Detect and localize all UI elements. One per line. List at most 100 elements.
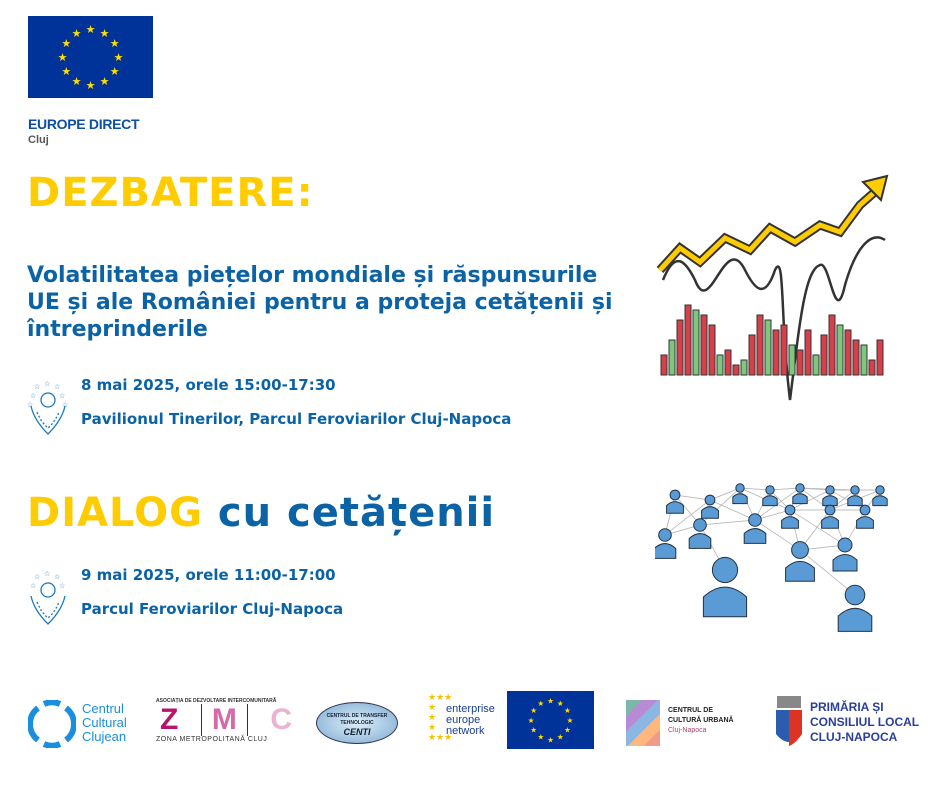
zmc-bottom: ZONA METROPOLITANĂ CLUJ [156,736,268,743]
person-icon [762,485,778,507]
chart-bar [692,309,700,376]
chart-bar [852,339,860,376]
eu-star-icon: ★ [72,75,82,88]
een-line: europe [446,714,481,726]
person-icon [732,483,748,505]
chart-bar [868,359,876,376]
eu-star-icon: ★ [564,726,571,735]
zmc-letter: Z [160,703,179,736]
zmc-top: ASOCIAȚIA DE DEZVOLTARE INTERCOMUNITARĂ [156,698,277,704]
person-icon [743,513,767,544]
chart-bar [660,354,668,376]
person-icon [847,485,863,507]
primaria-line: CLUJ-NAPOCA [810,730,898,744]
eu-star-icon: ★ [114,51,124,64]
eu-star-icon: ★ [567,716,574,725]
eu-star-icon: ★ [86,23,96,36]
chart-bar [820,334,828,376]
person-icon [821,504,839,529]
chart-bar [716,354,724,376]
ccu-line: Cluj-Napoca [668,727,707,734]
chart-bar [668,339,676,376]
event2-location: Parcul Feroviarilor Cluj-Napoca [81,600,344,618]
chart-bar [844,329,852,376]
chart-bar [804,329,812,376]
person-icon [872,485,888,507]
event2-date: 9 mai 2025, orele 11:00-17:00 [81,566,336,584]
event1-location: Pavilionul Tinerilor, Parcul Feroviarilo… [81,410,512,428]
svg-text:☆: ☆ [54,383,60,391]
person-icon [832,537,858,572]
primaria-line: PRIMĂRIA ȘI [810,700,884,714]
event2-heading: DIALOG cu cetățenii [27,490,495,536]
person-icon [701,494,719,519]
svg-text:☆: ☆ [30,582,36,590]
centi-line: TEHNOLOGIC [340,720,374,726]
chart-bar [740,359,748,376]
svg-text:☆: ☆ [59,392,65,400]
chart-bar [788,344,796,376]
ccc-line: Centrul [82,701,124,716]
chart-bar [732,364,740,376]
chart-bar [812,354,820,376]
eu-star-icon: ★ [537,699,544,708]
partner-logo-een: ★★★ ★ ★ ★ ★★★ enterprise europe network [428,692,495,742]
eu-star-icon: ★ [557,699,564,708]
person-icon [781,504,799,529]
ccc-line: Clujean [82,729,127,744]
svg-text:☆: ☆ [44,570,50,578]
eu-flag-logo: ★ ★★★★★★★★★★★ [507,691,594,749]
svg-text:☆: ☆ [59,582,65,590]
coat-of-arms-icon [776,696,802,746]
chart-bar [764,319,772,376]
person-icon [666,489,684,514]
person-icon [822,485,838,507]
chart-bar [836,324,844,376]
location-pin-icon: ☆☆ ☆ ☆☆ [30,570,66,625]
chart-bar [780,324,788,376]
people-network-illustration [655,483,888,632]
chart-bar [828,314,836,376]
person-icon [785,541,815,582]
eu-star-icon: ★ [86,79,96,92]
zmc-letter: M [200,704,248,736]
primaria-line: CONSILIUL LOCAL [810,715,920,729]
market-chart-illustration [656,174,889,401]
person-icon [702,556,748,618]
eu-star-icon: ★ [61,37,71,50]
svg-text:☆: ☆ [34,383,40,391]
chart-bar [756,314,764,376]
svg-text:☆: ☆ [34,573,40,581]
person-icon [837,584,873,632]
eu-star-icon: ★ [530,726,537,735]
chart-bar [708,324,716,376]
location-pin-icon: ☆☆ ☆ ☆☆☆ ☆ [27,380,68,435]
svg-text:☆: ☆ [27,401,33,409]
chart-bar [724,349,732,376]
ccu-books-icon [626,700,660,746]
svg-text:☆: ☆ [44,380,50,388]
eu-star-icon: ★ [537,733,544,742]
partner-logo-zmc: ASOCIAȚIA DE DEZVOLTARE INTERCOMUNITARĂ … [156,698,296,750]
europe-direct-title: EUROPE DIRECT [28,116,140,132]
person-icon [688,518,712,549]
eu-star-icon: ★ [58,51,68,64]
eu-star-icon: ★ [530,706,537,715]
person-icon [856,504,874,529]
ccc-line: Cultural [82,715,127,730]
chart-bar [860,344,868,376]
chart-bar [876,339,884,376]
eu-star-icon: ★ [528,716,535,725]
chart-bar [684,304,692,376]
eu-star-icon: ★ [564,706,571,715]
een-line: network [446,725,485,737]
event1-heading: DEZBATERE: [27,170,314,216]
eu-star-icon: ★ [110,37,120,50]
eu-flag-logo: ★ ★★★★★★★★★★★ [28,16,153,98]
een-line: enterprise [446,703,495,715]
svg-text:☆: ☆ [30,392,36,400]
chart-bar [676,319,684,376]
event2-heading-rest: cu cetățenii [202,490,496,536]
person-icon [792,483,808,505]
